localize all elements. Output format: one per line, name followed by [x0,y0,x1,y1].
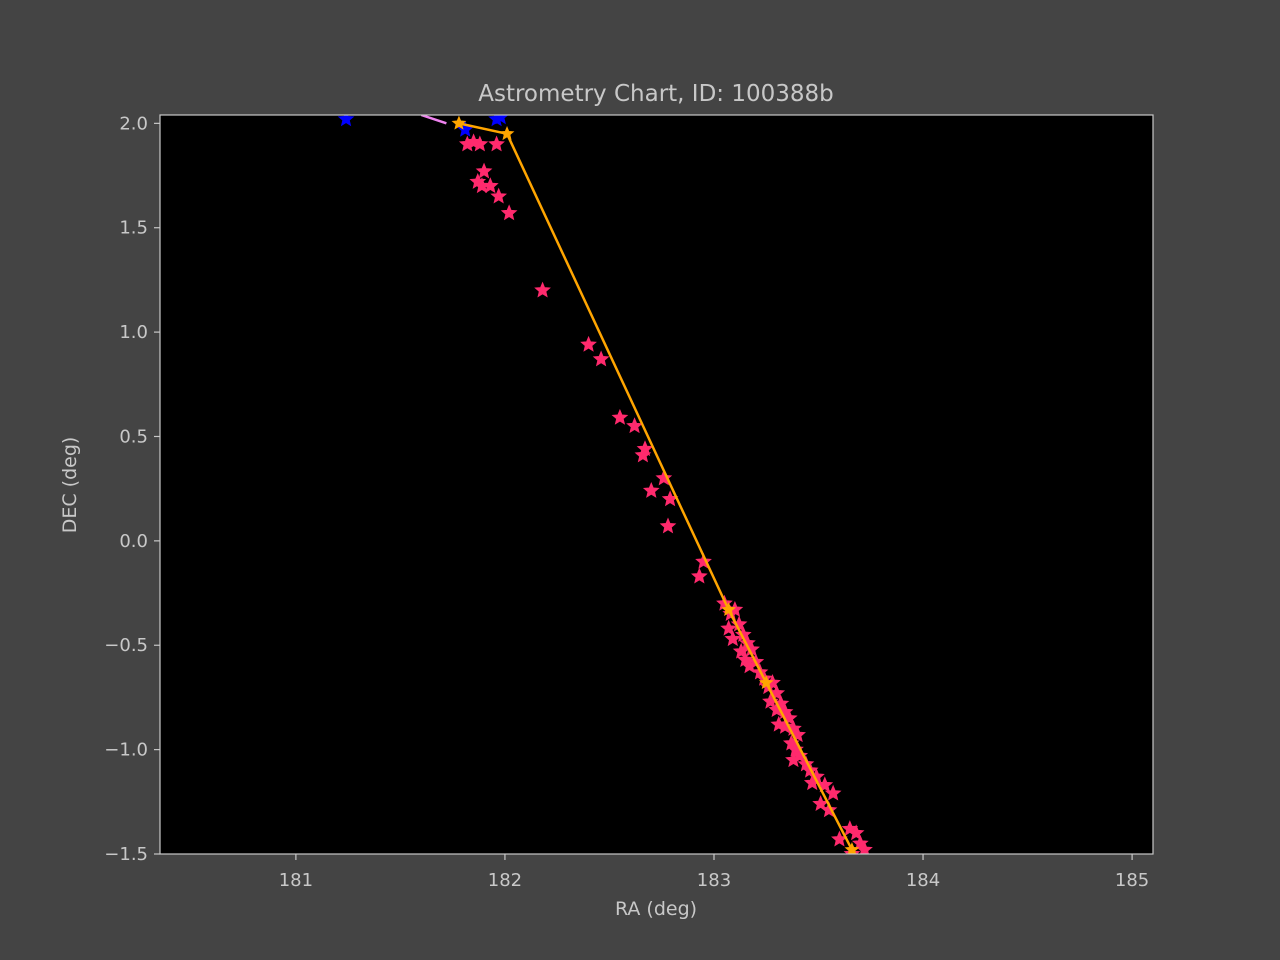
series-line [420,115,447,125]
x-axis-label: RA (deg) [615,898,697,920]
y-tick-label: 1.0 [119,322,148,343]
series-1 [337,115,509,137]
chart-title: Astrometry Chart, ID: 100388b [478,81,834,107]
data-point [451,115,467,130]
axes-layer: 181 182 183 184 185 2.0 1.5 1.0 0.5 0.0 −0.5 −1.0 −1… [104,113,1154,891]
x-tick-label: 182 [488,870,522,891]
data-point [488,135,505,152]
series-2 [420,115,447,125]
y-tick-label: −1.0 [104,740,148,761]
data-point [592,350,610,367]
x-tick-label: 184 [906,870,940,891]
data-point [758,675,774,690]
y-tick-label: 2.0 [119,113,148,134]
data-point [580,335,597,352]
y-tick-label: −1.5 [104,844,148,865]
y-axis-label: DEC (deg) [59,437,81,534]
data-point [499,126,515,141]
data-point [481,177,499,194]
data-layer [337,115,873,854]
data-point [803,774,821,791]
data-point [724,630,742,647]
data-point [534,281,551,298]
data-point [337,115,355,127]
data-point [611,408,629,425]
data-point [659,517,677,534]
y-tick-label: 0.0 [119,531,148,552]
data-point [642,481,660,498]
data-point [490,187,508,204]
x-tick-label: 185 [1115,870,1149,891]
y-tick-label: 0.5 [119,426,148,447]
data-point [636,440,654,457]
data-point [844,842,860,854]
data-point [626,417,643,434]
data-point [475,162,493,179]
data-point [493,115,509,125]
y-tick-label: −0.5 [104,635,148,656]
x-tick-label: 181 [279,870,313,891]
data-point [721,601,737,617]
data-point [762,692,779,709]
series-3 [451,115,860,854]
data-point [471,135,489,152]
data-point [500,204,518,221]
x-tick-label: 183 [697,870,731,891]
plot-area [160,115,1153,854]
data-point [785,751,802,768]
data-point [691,567,708,584]
axes-frame [159,114,1154,855]
data-point [824,784,842,801]
y-tick-label: 1.5 [119,218,148,239]
